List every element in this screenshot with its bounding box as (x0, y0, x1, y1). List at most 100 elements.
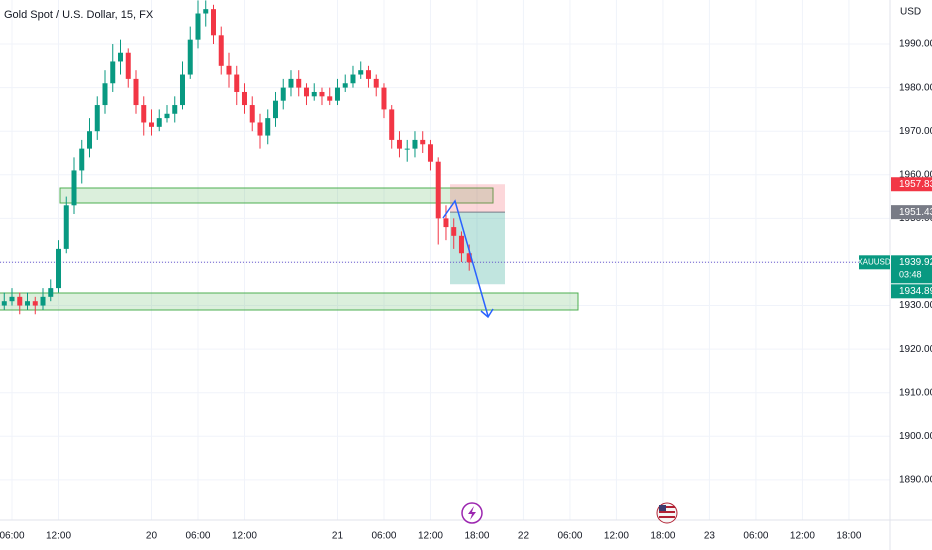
candle-body (241, 91, 247, 106)
candle-body (148, 122, 154, 127)
x-tick-label: 06:00 (0, 531, 25, 542)
candle-body (71, 170, 77, 206)
candle-body (110, 61, 116, 84)
candle-body (179, 74, 185, 106)
candle-body (404, 148, 410, 150)
candle-body (48, 288, 54, 297)
candle-body (342, 83, 348, 88)
candle-body (195, 13, 201, 40)
target-price-label: 1934.89 (899, 286, 932, 297)
candle-body (79, 148, 85, 171)
candle-body (288, 78, 294, 88)
lightning-icon (468, 506, 476, 520)
candle-body (141, 105, 147, 123)
chart-title: Gold Spot / U.S. Dollar, 15, FX (4, 9, 154, 21)
y-tick-label: 1910.00 (899, 387, 932, 398)
candle-body (87, 131, 93, 149)
x-tick-label: 06:00 (557, 531, 582, 542)
x-tick-label: 06:00 (743, 531, 768, 542)
candle-body (350, 74, 356, 84)
x-tick-label: 22 (518, 531, 530, 542)
y-tick-label: 1890.00 (899, 475, 932, 486)
candle-body (358, 70, 364, 75)
candle-body (412, 139, 418, 149)
candle-body (32, 301, 38, 306)
flag-stripe (659, 511, 675, 513)
x-tick-label: 20 (146, 531, 158, 542)
y-tick-label: 1960.00 (899, 169, 932, 180)
candle-body (365, 70, 371, 79)
candle-body (451, 227, 457, 236)
flag-stripe (659, 506, 675, 508)
symbol-box (859, 255, 890, 270)
candle-body (9, 296, 15, 302)
candle-body (63, 205, 69, 249)
x-tick-label: 12:00 (46, 531, 71, 542)
y-tick-label: 1980.00 (899, 82, 932, 93)
candle-body (420, 139, 426, 145)
candle-body (373, 78, 379, 88)
candle-body (311, 91, 317, 97)
flag-canton (659, 505, 666, 511)
target-zone (450, 212, 505, 285)
trend-arrow (442, 199, 489, 317)
candle-body (458, 235, 464, 254)
candle-body (102, 83, 108, 106)
candle-body (187, 39, 193, 75)
candle-body (17, 296, 23, 306)
currency-label: USD (900, 7, 921, 18)
stop-zone (450, 184, 505, 213)
candle-body (303, 87, 309, 97)
x-tick-label: 12:00 (790, 531, 815, 542)
candle-body (218, 35, 224, 66)
candle-body (257, 122, 263, 136)
candle-body (172, 105, 178, 114)
candle-body (210, 9, 216, 36)
candle-body (249, 105, 255, 123)
candle-body (40, 296, 46, 306)
x-tick-label: 06:00 (185, 531, 210, 542)
target-price-label-box (891, 284, 932, 299)
candle-body (56, 248, 62, 289)
candle-body (156, 118, 162, 127)
x-tick-label: 18:00 (464, 531, 489, 542)
candle-body (94, 105, 100, 132)
candle-body (234, 74, 240, 92)
x-tick-label: 12:00 (232, 531, 257, 542)
stop-price-label-box (891, 177, 932, 192)
support-zone (0, 292, 579, 311)
y-tick-label: 1970.00 (899, 126, 932, 137)
support-zone (59, 187, 494, 204)
symbol-label: XAUUSD (857, 257, 891, 266)
candle-body (427, 144, 433, 162)
y-tick-label: 1900.00 (899, 431, 932, 442)
last-price-box (891, 255, 932, 284)
candle-body (1, 301, 7, 306)
y-tick-label: 1990.00 (899, 39, 932, 50)
candle-body (296, 78, 302, 88)
candle-body (118, 52, 124, 62)
entry-price-label-box (891, 205, 932, 220)
arrow-head (480, 308, 494, 319)
x-tick-label: 21 (332, 531, 344, 542)
x-tick-label: 23 (704, 531, 716, 542)
countdown-label: 03:48 (899, 270, 922, 280)
x-tick-label: 12:00 (604, 531, 629, 542)
candle-body (443, 218, 449, 228)
candle-body (466, 253, 472, 263)
y-tick-label: 1920.00 (899, 344, 932, 355)
x-tick-label: 06:00 (371, 531, 396, 542)
candle-body (381, 87, 387, 110)
candle-body (25, 301, 31, 306)
last-price-label: 1939.92 (899, 257, 932, 268)
candle-body (389, 109, 395, 140)
stop-price-label: 1957.83 (899, 179, 932, 190)
y-tick-label: 1930.00 (899, 300, 932, 311)
x-tick-label: 12:00 (418, 531, 443, 542)
candle-body (272, 100, 278, 119)
candle-body (164, 113, 170, 119)
candle-body (327, 96, 333, 101)
candle-body (133, 78, 139, 106)
candle-body (280, 87, 286, 101)
